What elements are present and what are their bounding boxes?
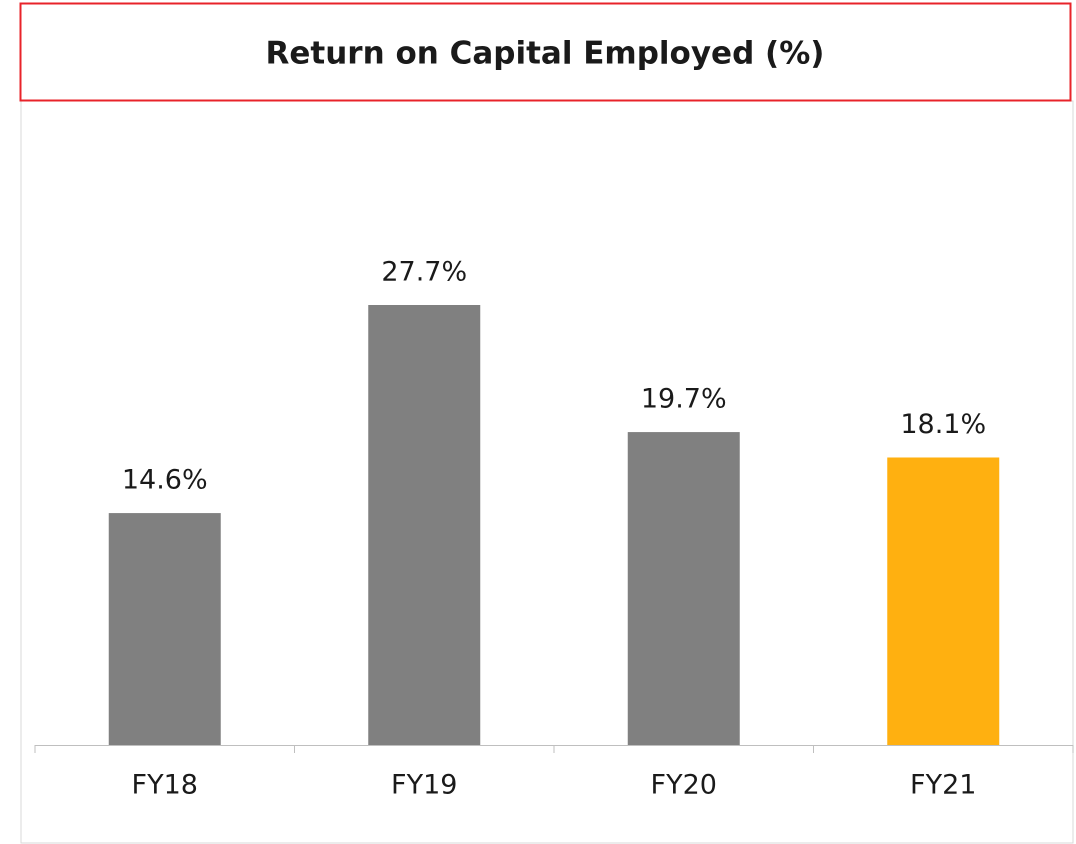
data-label: 18.1% — [900, 409, 986, 440]
x-tick-label: FY20 — [651, 770, 717, 801]
bar — [368, 305, 481, 745]
data-label: 27.7% — [381, 257, 467, 288]
title-box — [19, 2, 1072, 102]
data-label: 19.7% — [641, 384, 727, 415]
bar — [108, 513, 221, 745]
bar — [627, 432, 740, 745]
chart-title: Return on Capital Employed (%) — [266, 36, 825, 72]
x-tick-label: FY21 — [910, 770, 976, 801]
bar — [887, 457, 1000, 745]
x-tick-label: FY18 — [132, 770, 198, 801]
data-label: 14.6% — [122, 465, 208, 496]
x-tick-label: FY19 — [391, 770, 457, 801]
